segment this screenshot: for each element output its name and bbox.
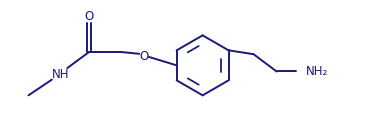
Text: O: O bbox=[85, 10, 94, 23]
Text: NH₂: NH₂ bbox=[306, 65, 328, 78]
Text: O: O bbox=[139, 50, 149, 63]
Text: NH: NH bbox=[52, 69, 69, 81]
